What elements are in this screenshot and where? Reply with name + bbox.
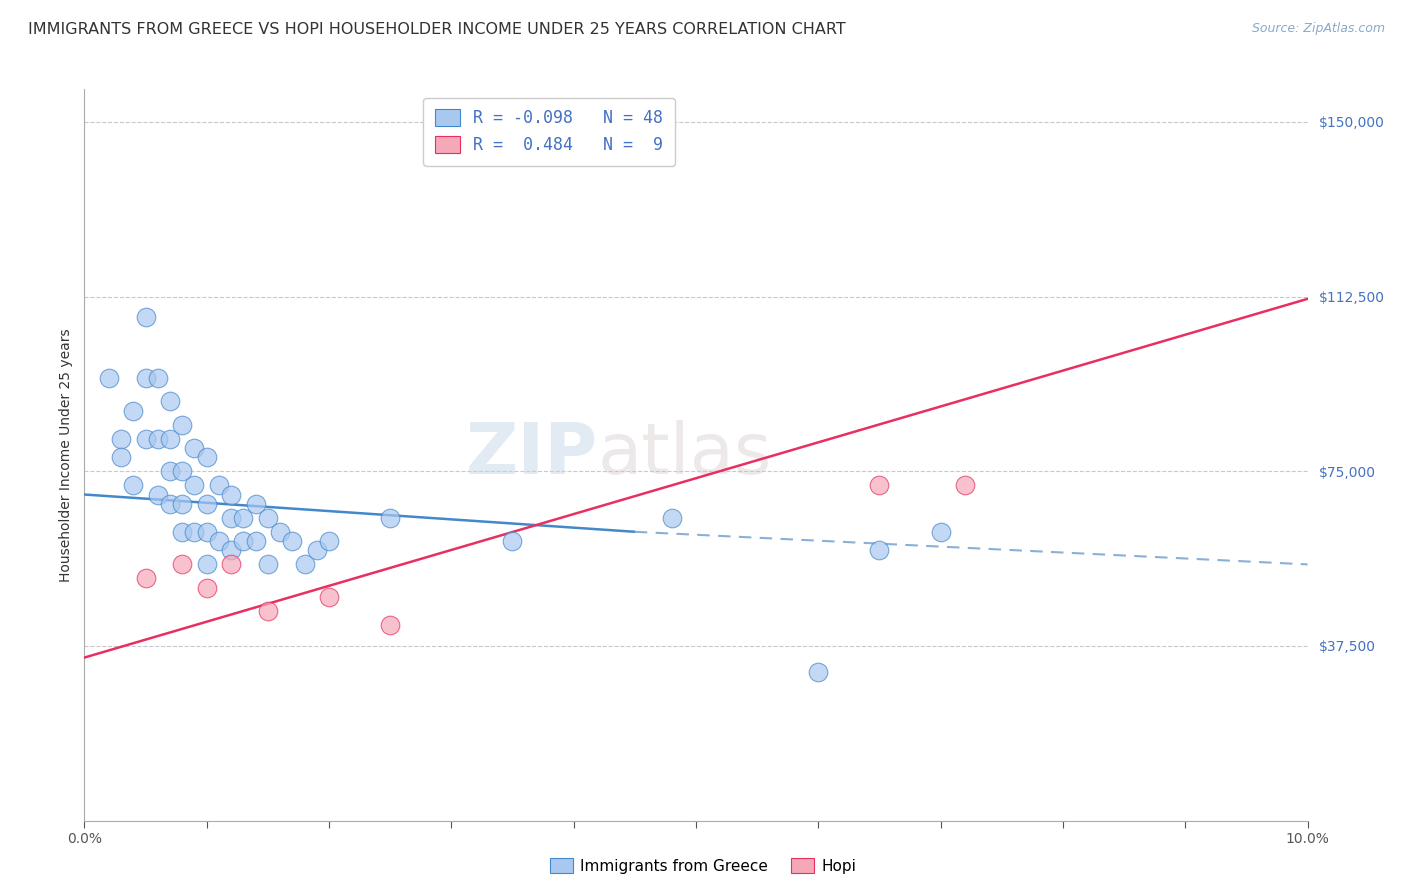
Point xyxy=(208,478,231,492)
Point xyxy=(135,371,157,385)
Point xyxy=(183,478,205,492)
Point xyxy=(195,581,218,595)
Point xyxy=(122,478,145,492)
Point xyxy=(183,524,205,539)
Point xyxy=(318,590,340,604)
Point xyxy=(257,511,280,525)
Point xyxy=(159,497,181,511)
Point xyxy=(135,432,157,446)
Point xyxy=(172,497,194,511)
Point xyxy=(245,497,267,511)
Point xyxy=(380,618,402,632)
Point xyxy=(172,417,194,432)
Point xyxy=(159,432,181,446)
Point xyxy=(869,478,891,492)
Point xyxy=(195,558,218,572)
Point xyxy=(146,487,169,501)
Point xyxy=(219,543,242,558)
Point xyxy=(219,558,242,572)
Point xyxy=(172,558,194,572)
Point xyxy=(219,487,242,501)
Point xyxy=(110,432,132,446)
Point xyxy=(245,534,267,549)
Point xyxy=(146,371,169,385)
Point xyxy=(305,543,328,558)
Point xyxy=(135,310,157,325)
Point xyxy=(807,665,830,679)
Y-axis label: Householder Income Under 25 years: Householder Income Under 25 years xyxy=(59,328,73,582)
Point xyxy=(281,534,304,549)
Text: atlas: atlas xyxy=(598,420,772,490)
Legend: Immigrants from Greece, Hopi: Immigrants from Greece, Hopi xyxy=(544,852,862,880)
Point xyxy=(195,450,218,465)
Point xyxy=(110,450,132,465)
Point xyxy=(97,371,120,385)
Point xyxy=(380,511,402,525)
Point xyxy=(232,511,254,525)
Text: IMMIGRANTS FROM GREECE VS HOPI HOUSEHOLDER INCOME UNDER 25 YEARS CORRELATION CHA: IMMIGRANTS FROM GREECE VS HOPI HOUSEHOLD… xyxy=(28,22,846,37)
Point xyxy=(195,524,218,539)
Point xyxy=(661,511,683,525)
Point xyxy=(159,394,181,409)
Point xyxy=(294,558,316,572)
Point xyxy=(208,534,231,549)
Text: ZIP: ZIP xyxy=(465,420,598,490)
Point xyxy=(195,497,218,511)
Point xyxy=(183,441,205,455)
Point xyxy=(135,571,157,585)
Point xyxy=(869,543,891,558)
Point xyxy=(502,534,524,549)
Point xyxy=(159,464,181,478)
Point xyxy=(318,534,340,549)
Point xyxy=(232,534,254,549)
Point xyxy=(122,403,145,417)
Point xyxy=(146,432,169,446)
Legend: R = -0.098   N = 48, R =  0.484   N =  9: R = -0.098 N = 48, R = 0.484 N = 9 xyxy=(423,97,675,166)
Point xyxy=(219,511,242,525)
Point xyxy=(953,478,976,492)
Point xyxy=(172,464,194,478)
Point xyxy=(929,524,952,539)
Point xyxy=(257,604,280,618)
Text: Source: ZipAtlas.com: Source: ZipAtlas.com xyxy=(1251,22,1385,36)
Point xyxy=(172,524,194,539)
Point xyxy=(257,558,280,572)
Point xyxy=(269,524,291,539)
